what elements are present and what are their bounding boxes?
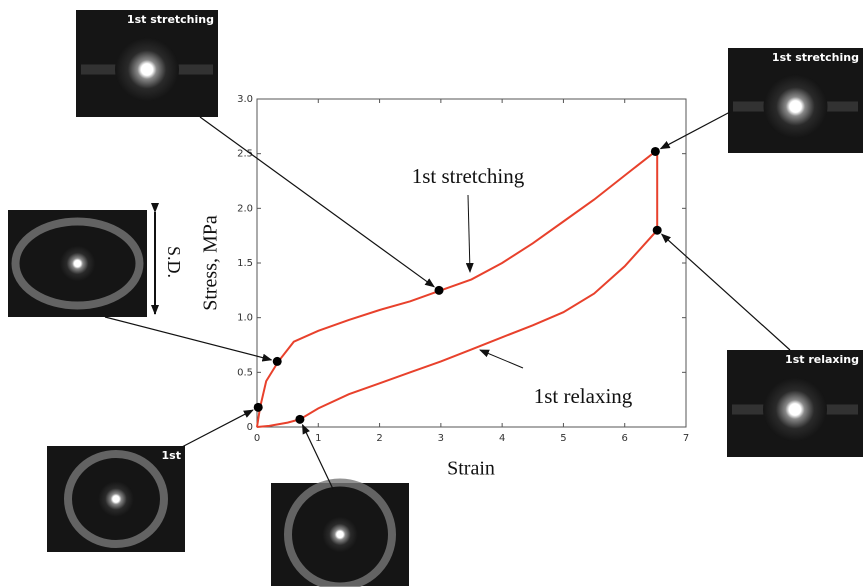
beam-spot [60,246,96,282]
inset-label: 1st stretching [772,51,859,64]
x-tick-label: 4 [499,433,505,444]
beam-spot [98,481,134,517]
diffraction-inset: 1st stretching [728,48,863,153]
y-tick-label: 3.0 [237,94,253,105]
x-tick-label: 3 [438,433,444,444]
x-tick-label: 7 [683,433,689,444]
x-tick-label: 5 [560,433,566,444]
beam-spot [763,378,827,442]
inset-label: 1st [162,449,181,462]
point [653,226,662,235]
curve-label: 1st relaxing [534,384,633,408]
beam-spot [322,517,358,553]
point [254,403,263,412]
diffraction-inset: 1st relaxing [727,350,863,457]
inset-arrow [662,234,790,350]
point [651,147,660,156]
y-tick-label: 1.5 [237,258,253,269]
x-tick-label: 2 [376,433,382,444]
x-tick-label: 1 [315,433,321,444]
inset-arrow [180,410,253,448]
point [435,286,444,295]
chart: Strain Stress, MPa 0 1 2 3 4 5 6 7 0 0.5 1.0 1.5 2.0… [0,0,863,587]
x-axis-label: Strain [447,458,495,480]
y-tick-label: 0 [247,422,253,433]
annotation-arrow [468,195,470,272]
y-tick-label: 0.5 [237,367,253,378]
beam-spot [115,38,179,102]
x-tick-label: 0 [254,433,260,444]
diffraction-inset: 1st [47,446,185,552]
y-axis-label: Stress, MPa [200,215,222,311]
inset-label: 1st stretching [127,13,214,26]
sd-label: S.D. [164,246,184,278]
y-tick-label: 1.0 [237,313,253,324]
curve-label: 1st stretching [412,164,525,188]
x-tick-label: 6 [622,433,628,444]
inset-arrow [661,112,730,149]
point [295,415,304,424]
annotation-arrow [480,350,523,368]
point [273,357,282,366]
diffraction-inset [271,483,409,587]
diffraction-inset: 1st stretching [76,10,218,117]
inset-arrow [200,117,434,287]
beam-spot [764,75,828,139]
inset-label: 1st relaxing [785,353,859,366]
diffraction-inset [8,210,147,317]
plot-frame [257,99,686,427]
y-tick-label: 2.0 [237,203,253,214]
